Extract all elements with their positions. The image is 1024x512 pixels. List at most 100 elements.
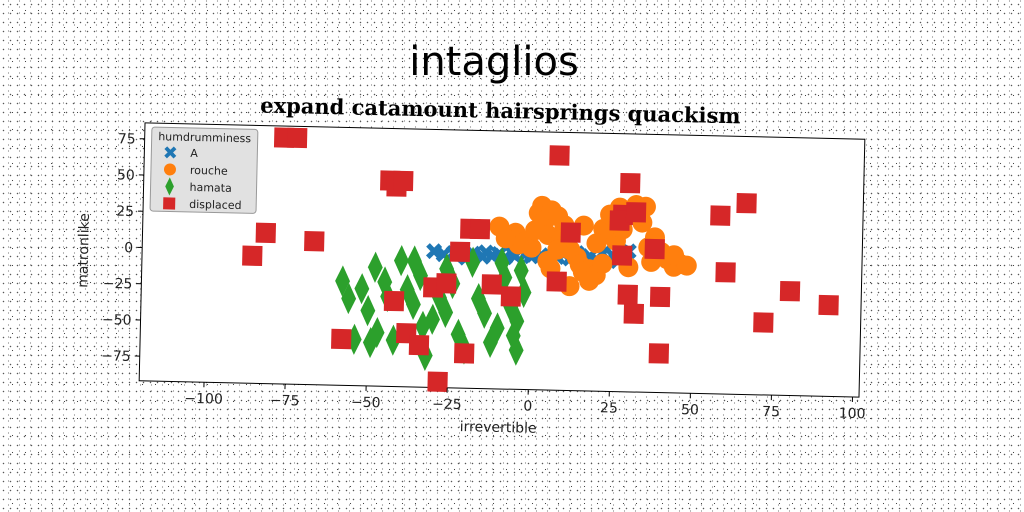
- x-tick-label: 100: [839, 406, 866, 423]
- point-hamata: [360, 295, 376, 327]
- point-a: [425, 243, 443, 260]
- point-hamata: [406, 245, 422, 277]
- legend-item-rouche: rouche: [163, 163, 228, 178]
- point-hamata: [367, 251, 383, 283]
- legend-label: A: [190, 147, 198, 160]
- point-hamata: [335, 265, 351, 297]
- point-displaced: [617, 284, 638, 305]
- point-displaced: [500, 286, 522, 307]
- legend-box: [149, 126, 259, 214]
- data-marks: [242, 127, 839, 392]
- point-hamata: [362, 326, 378, 359]
- y-tick-label: 0: [124, 240, 133, 256]
- legend-title: humdrumminess: [158, 130, 251, 145]
- point-displaced: [469, 218, 491, 240]
- point-displaced: [611, 245, 633, 266]
- point-displaced: [620, 172, 641, 194]
- point-hamata: [438, 296, 454, 328]
- point-displaced: [427, 371, 448, 392]
- point-displaced: [449, 241, 471, 263]
- x-tick-label: −50: [351, 395, 381, 412]
- point-hamata: [465, 246, 481, 278]
- point-displaced: [383, 290, 405, 312]
- x-tick-label: 25: [600, 400, 618, 416]
- point-rouche: [525, 220, 546, 241]
- point-displaced: [560, 222, 581, 243]
- y-tick-label: 75: [118, 131, 136, 147]
- point-hamata: [341, 282, 357, 315]
- y-tick-label: 25: [116, 204, 134, 220]
- point-displaced: [549, 145, 570, 166]
- point-displaced: [331, 328, 352, 350]
- point-hamata: [450, 318, 466, 350]
- point-displaced: [753, 312, 774, 333]
- y-tick-label: −50: [102, 312, 132, 329]
- point-displaced: [304, 231, 325, 252]
- x-tick-label: −25: [432, 396, 462, 413]
- figure-title: intaglios: [409, 39, 579, 85]
- y-tick-label: −75: [101, 348, 131, 365]
- y-tick-label: −25: [103, 276, 133, 293]
- y-tick-label: 50: [117, 167, 135, 183]
- point-displaced: [623, 303, 645, 324]
- legend-label: rouche: [190, 164, 228, 178]
- point-displaced: [715, 262, 736, 283]
- x-tick-label: 50: [681, 402, 699, 418]
- point-rouche: [579, 270, 600, 291]
- x-axis-label: irrevertible: [460, 419, 537, 437]
- legend-item-hamata: hamata: [165, 177, 232, 196]
- point-displaced: [286, 127, 308, 149]
- point-hamata: [508, 334, 524, 366]
- x-axis-ticks: −100 −75 −50 −25 0 25 50 75 100: [184, 382, 866, 422]
- point-hamata: [413, 259, 428, 292]
- legend-label: hamata: [189, 181, 232, 195]
- point-hamata: [417, 339, 433, 371]
- point-displaced: [649, 286, 671, 308]
- point-rouche: [495, 228, 516, 249]
- point-displaced: [436, 273, 457, 294]
- point-hamata: [509, 305, 525, 337]
- legend-marker: [163, 163, 176, 176]
- point-displaced: [818, 294, 839, 316]
- point-hamata: [489, 312, 505, 344]
- legend-marker: [163, 197, 176, 210]
- point-displaced: [736, 192, 757, 214]
- point-displaced: [481, 274, 502, 295]
- series-rouche: [489, 195, 697, 297]
- point-a: [477, 244, 495, 261]
- chart-title: expand catamount hairsprings quackism: [260, 92, 741, 128]
- axes-group: expand catamount hairsprings quackism −1…: [75, 92, 866, 437]
- point-displaced: [242, 245, 263, 267]
- point-displaced: [648, 343, 670, 364]
- legend-marker: [164, 146, 177, 159]
- y-axis-ticks: −75 −50 −25 0 25 50 75: [101, 131, 145, 365]
- point-hamata: [513, 254, 529, 287]
- point-hamata: [425, 303, 440, 335]
- legend-item-displaced: displaced: [163, 197, 242, 212]
- legend-label: displaced: [189, 198, 242, 212]
- series-displaced: [242, 127, 839, 392]
- x-tick-label: 0: [523, 399, 532, 415]
- point-rouche: [537, 251, 558, 272]
- point-rouche: [592, 253, 613, 274]
- point-hamata: [405, 288, 421, 320]
- point-hamata: [377, 266, 393, 298]
- point-rouche: [664, 245, 685, 266]
- point-displaced: [609, 210, 630, 231]
- point-displaced: [255, 222, 277, 244]
- x-tick-label: −75: [270, 393, 300, 410]
- x-tick-label: −100: [184, 391, 223, 408]
- point-displaced: [453, 343, 475, 364]
- point-displaced: [779, 280, 801, 302]
- point-hamata: [477, 297, 493, 329]
- legend-marker: [165, 177, 174, 196]
- x-tick-label: 75: [762, 404, 780, 420]
- point-displaced: [546, 271, 567, 292]
- point-hamata: [494, 247, 510, 279]
- point-displaced: [710, 205, 731, 226]
- point-hamata: [354, 273, 370, 305]
- point-hamata: [393, 245, 409, 277]
- point-displaced: [393, 170, 414, 192]
